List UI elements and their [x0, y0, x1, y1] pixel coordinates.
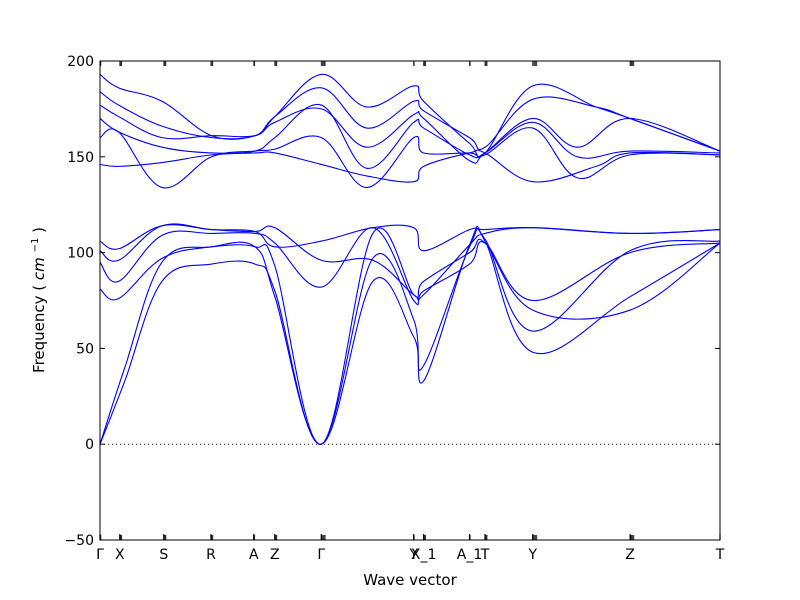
x-tick-label: Γ: [317, 547, 325, 563]
band-line-3: [99, 227, 721, 445]
x-tick-label: X: [115, 547, 125, 563]
y-axis-ticks: −50 0 50 100 150 200: [64, 54, 720, 549]
x-tick-label: Γ: [96, 547, 104, 563]
band-line-12: [99, 73, 721, 158]
x-tick-label: A: [249, 547, 259, 563]
x-tick-label: T: [715, 547, 725, 563]
y-tick-label: 50: [76, 341, 94, 357]
y-axis-unit-exp: −1: [30, 238, 41, 253]
band-line-7: [99, 149, 721, 183]
x-tick-label: T: [480, 547, 490, 563]
x-tick-label: X_1: [411, 547, 437, 563]
y-axis-label-text: Frequency: [30, 295, 48, 373]
band-line-11: [99, 87, 721, 152]
y-tick-label: 0: [85, 437, 94, 453]
plot-background: [100, 61, 720, 540]
y-tick-label: 200: [67, 54, 94, 70]
y-axis-unit-base: cm: [30, 257, 48, 280]
band-line-8: [99, 127, 721, 189]
x-tick-label: R: [206, 547, 216, 563]
y-tick-label: 150: [67, 150, 94, 166]
y-tick-label: −50: [64, 533, 94, 549]
x-tick-label: Z: [270, 547, 280, 563]
x-tick-label: S: [159, 547, 168, 563]
y-tick-label: 100: [67, 246, 94, 262]
band-line-10: [99, 104, 721, 164]
x-tick-label: Y: [527, 547, 537, 563]
x-tick-label: Z: [625, 547, 635, 563]
plot-frame: [99, 60, 721, 541]
x-tick-label: A_1: [457, 547, 482, 563]
y-axis-label-open: (: [30, 285, 48, 291]
x-axis-label: Wave vector: [363, 571, 457, 589]
x-axis-ticks: Γ X S R A Z Γ YX_1 A_1T Y Z T: [96, 534, 725, 563]
band-line-4: [99, 227, 721, 306]
band-line-2: [99, 225, 721, 445]
band-line-6: [99, 224, 721, 252]
phonon-bands: [99, 73, 721, 445]
band-line-1: [99, 228, 721, 445]
y-axis-label: Frequency ( cm −1 ): [24, 227, 48, 373]
band-line-9: [99, 103, 721, 169]
x-tick-label: Y: [408, 547, 418, 563]
y-axis-label-close: ): [30, 227, 48, 233]
